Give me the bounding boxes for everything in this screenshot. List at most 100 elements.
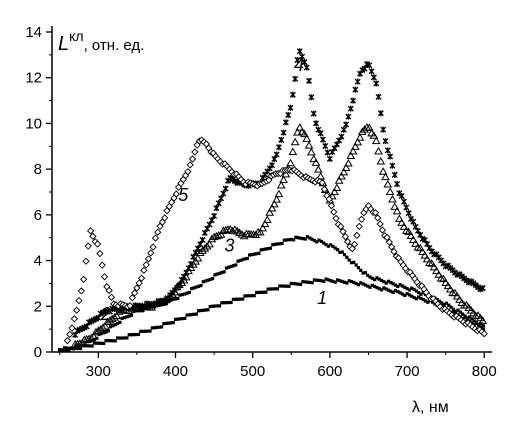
marker-1 [153,326,157,330]
marker-2 [472,319,476,323]
data-marks [58,48,488,353]
marker-1 [363,283,368,287]
marker-1 [261,290,266,294]
marker-3 [228,226,238,235]
marker-1 [183,316,187,320]
marker-4 [187,261,194,268]
marker-3 [344,158,353,167]
marker-2 [234,263,238,267]
marker-2 [375,276,379,280]
marker-3 [330,187,339,196]
marker-2 [69,347,73,351]
marker-4 [380,126,387,133]
marker-1 [173,317,178,321]
y-tick-label: 8 [34,161,42,178]
marker-2 [412,287,416,292]
marker-3 [346,151,356,159]
marker-3 [267,204,277,212]
marker-2 [217,271,222,275]
marker-4 [275,144,282,151]
marker-3 [306,147,316,156]
marker-2 [278,242,282,246]
marker-3 [381,172,390,181]
marker-1 [412,295,416,300]
marker-2 [245,256,249,261]
marker-2 [192,286,196,290]
curve-label-1: 1 [317,288,327,308]
marker-1 [257,290,261,295]
marker-5 [191,148,199,156]
marker-5 [330,208,338,216]
marker-3 [304,141,314,149]
marker-1 [166,321,171,325]
marker-1 [162,322,166,326]
marker-2 [102,331,106,335]
marker-2 [266,247,270,251]
marker-1 [150,326,154,330]
marker-5 [84,242,92,250]
marker-4 [479,285,486,292]
marker-3 [425,258,434,267]
marker-3 [269,199,279,208]
marker-1 [315,278,319,282]
marker-3 [420,251,430,259]
marker-1 [430,300,435,304]
marker-3 [434,270,444,278]
marker-4 [282,119,289,126]
marker-4 [319,136,326,143]
marker-2 [222,270,226,274]
marker-5 [86,227,95,235]
marker-5 [107,293,116,301]
curve-labels: 1 2 3 4 5 [100,55,327,324]
marker-3 [276,181,286,189]
marker-3 [452,292,462,300]
marker-2 [185,291,189,295]
marker-1 [451,309,456,313]
marker-3 [293,128,302,136]
marker-2 [58,348,62,352]
y-tick-label: 6 [34,207,42,224]
marker-2 [162,301,166,306]
marker-4 [299,53,306,60]
marker-5 [388,243,396,251]
marker-3 [195,248,205,256]
marker-1 [99,341,104,345]
marker-1 [97,341,101,345]
marker-3 [202,242,212,250]
marker-4 [324,149,331,156]
marker-1 [298,282,303,286]
marker-5 [68,324,76,332]
marker-3 [337,172,346,180]
marker-3 [392,206,402,215]
marker-4 [220,190,227,197]
marker-1 [227,300,231,305]
marker-2 [345,255,349,259]
marker-2 [67,346,71,350]
marker-1 [169,321,173,325]
marker-3 [272,195,282,203]
marker-1 [389,289,393,293]
marker-1 [340,279,344,284]
marker-4 [354,78,361,85]
marker-2 [451,307,456,311]
marker-1 [127,333,131,337]
marker-1 [292,282,296,286]
marker-4 [215,200,222,207]
marker-4 [394,181,401,188]
marker-2 [62,346,66,350]
marker-3 [86,333,96,342]
marker-3 [371,136,381,145]
marker-1 [160,325,164,329]
marker-1 [220,301,224,305]
marker-1 [143,329,148,333]
x-tick-label: 500 [240,363,265,380]
marker-1 [136,332,141,337]
marker-2 [398,283,402,287]
marker-4 [373,80,380,87]
marker-2 [419,292,423,296]
marker-3 [262,215,272,223]
marker-4 [287,104,294,111]
marker-4 [347,105,354,112]
marker-1 [157,325,161,329]
marker-2 [104,330,108,334]
